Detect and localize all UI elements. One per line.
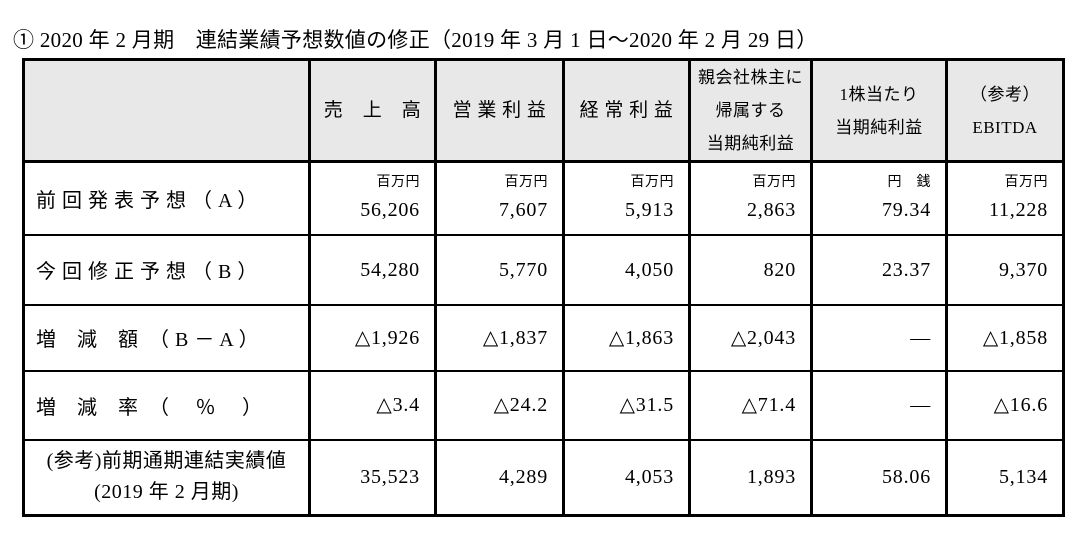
value-cell: 百万円 11,228 xyxy=(945,160,1065,236)
table-header-row: 売 上 高 営 業 利 益 経 常 利 益 親会社株主に 帰属する 当期純利益 … xyxy=(22,58,1065,163)
value-cell: △1,837 xyxy=(434,303,565,372)
column-header-profit-attributable-to-owners: 親会社株主に 帰属する 当期純利益 xyxy=(688,58,813,163)
column-header-eps: 1株当たり 当期純利益 xyxy=(810,58,948,163)
cell-value: 35,523 xyxy=(360,466,420,489)
column-header-ordinary-income: 経 常 利 益 xyxy=(562,58,691,163)
column-header-operating-income: 営 業 利 益 xyxy=(434,58,565,163)
column-header-ebitda: （参考） EBITDA xyxy=(945,58,1065,163)
cell-value: 820 xyxy=(763,258,796,281)
row-label-line: (2019 年 2 月期) xyxy=(94,481,239,504)
column-header-label: 帰属する xyxy=(715,101,786,120)
row-previous-year-results: (参考)前期通期連結実績値 (2019 年 2 月期) 35,523 4,289… xyxy=(22,438,1065,517)
cell-value: 5,770 xyxy=(499,258,548,281)
cell-value: 79.34 xyxy=(882,199,931,222)
value-cell: 百万円 7,607 xyxy=(434,160,565,236)
cell-value: 4,050 xyxy=(625,258,674,281)
cell-value: △1,837 xyxy=(482,326,548,349)
value-cell: 百万円 5,913 xyxy=(562,160,691,236)
value-cell: 4,050 xyxy=(562,233,691,306)
value-cell: 4,289 xyxy=(434,438,565,517)
cell-value: 2,863 xyxy=(747,199,796,222)
column-header-label: 営 業 利 益 xyxy=(452,100,547,121)
column-header-label: 当期純利益 xyxy=(835,117,923,137)
cell-value: 56,206 xyxy=(360,199,420,222)
value-cell: 4,053 xyxy=(562,438,691,517)
unit-label: 百万円 xyxy=(630,175,674,191)
cell-value: △24.2 xyxy=(493,394,548,416)
value-cell: △3.4 xyxy=(308,369,437,441)
value-cell: △2,043 xyxy=(688,303,813,372)
cell-value: 58.06 xyxy=(882,466,931,489)
row-revised-forecast: 今 回 修 正 予 想 （ B ） 54,280 5,770 4,050 820… xyxy=(22,233,1065,306)
value-cell: 百万円 2,863 xyxy=(688,160,813,236)
cell-value: ― xyxy=(910,326,931,349)
cell-value: △1,863 xyxy=(608,326,674,349)
row-change-rate: 増 減 率 （ ％ ） △3.4 △24.2 △31.5 △71.4 ― △16… xyxy=(22,369,1065,441)
cell-value: 1,893 xyxy=(747,466,796,489)
row-label-change-amount: 増 減 額 （ B － A ） xyxy=(22,303,311,372)
cell-value: 23.37 xyxy=(882,258,931,281)
corner-cell xyxy=(22,58,311,163)
cell-value: 7,607 xyxy=(499,199,548,222)
value-cell: 5,134 xyxy=(945,438,1065,517)
row-previous-forecast: 前 回 発 表 予 想 （ A ） 百万円 56,206 百万円 7,607 百… xyxy=(22,160,1065,236)
column-header-label: （参考） xyxy=(970,84,1040,104)
value-cell: 円 銭 79.34 xyxy=(810,160,948,236)
cell-value: 5,134 xyxy=(999,466,1048,489)
cell-value: 11,228 xyxy=(988,199,1048,222)
cell-value: △31.5 xyxy=(619,394,674,416)
cell-value: △1,926 xyxy=(354,326,420,349)
value-cell: 23.37 xyxy=(810,233,948,306)
cell-value: 54,280 xyxy=(360,258,420,281)
value-cell: △24.2 xyxy=(434,369,565,441)
cell-value: △3.4 xyxy=(376,394,420,416)
unit-label: 円 銭 xyxy=(887,175,931,191)
page-title: ① 2020 年 2 月期 連結業績予想数値の修正（2019 年 3 月 1 日… xyxy=(13,28,818,52)
column-header-label: 当期純利益 xyxy=(706,134,795,153)
value-cell: 1,893 xyxy=(688,438,813,517)
value-cell: 58.06 xyxy=(810,438,948,517)
value-cell: ― xyxy=(810,369,948,441)
value-cell: 5,770 xyxy=(434,233,565,306)
cell-value: ― xyxy=(910,394,931,416)
row-label-previous-forecast: 前 回 発 表 予 想 （ A ） xyxy=(22,160,311,236)
column-header-label: 経 常 利 益 xyxy=(579,100,674,121)
cell-value: 4,053 xyxy=(625,466,674,489)
unit-label: 百万円 xyxy=(752,175,796,191)
unit-label: 百万円 xyxy=(504,175,548,191)
column-header-label: 1株当たり xyxy=(839,84,919,104)
cell-value: 4,289 xyxy=(499,466,548,489)
value-cell: 54,280 xyxy=(308,233,437,306)
value-cell: △16.6 xyxy=(945,369,1065,441)
value-cell: 百万円 56,206 xyxy=(308,160,437,236)
cell-value: △71.4 xyxy=(741,394,796,416)
cell-value: △2,043 xyxy=(730,326,796,349)
value-cell: △1,863 xyxy=(562,303,691,372)
row-label-line: (参考)前期通期連結実績値 xyxy=(46,450,287,473)
value-cell: 820 xyxy=(688,233,813,306)
row-change-amount: 増 減 額 （ B － A ） △1,926 △1,837 △1,863 △2,… xyxy=(22,303,1065,372)
value-cell: 35,523 xyxy=(308,438,437,517)
unit-label: 百万円 xyxy=(1004,175,1048,191)
earnings-revision-table: 売 上 高 営 業 利 益 経 常 利 益 親会社株主に 帰属する 当期純利益 … xyxy=(22,58,1065,517)
unit-label: 百万円 xyxy=(376,175,420,191)
row-label-change-rate: 増 減 率 （ ％ ） xyxy=(22,369,311,441)
value-cell: △1,926 xyxy=(308,303,437,372)
row-label-revised-forecast: 今 回 修 正 予 想 （ B ） xyxy=(22,233,311,306)
value-cell: △31.5 xyxy=(562,369,691,441)
row-label-previous-year-results: (参考)前期通期連結実績値 (2019 年 2 月期) xyxy=(22,438,311,517)
column-header-net-sales: 売 上 高 xyxy=(308,58,437,163)
cell-value: △16.6 xyxy=(993,394,1048,416)
cell-value: 5,913 xyxy=(625,199,674,222)
column-header-label: EBITDA xyxy=(972,117,1038,137)
value-cell: △71.4 xyxy=(688,369,813,441)
value-cell: △1,858 xyxy=(945,303,1065,372)
value-cell: ― xyxy=(810,303,948,372)
column-header-label: 売 上 高 xyxy=(323,100,422,121)
value-cell: 9,370 xyxy=(945,233,1065,306)
cell-value: △1,858 xyxy=(982,326,1048,349)
column-header-label: 親会社株主に xyxy=(698,68,803,87)
cell-value: 9,370 xyxy=(999,258,1048,281)
